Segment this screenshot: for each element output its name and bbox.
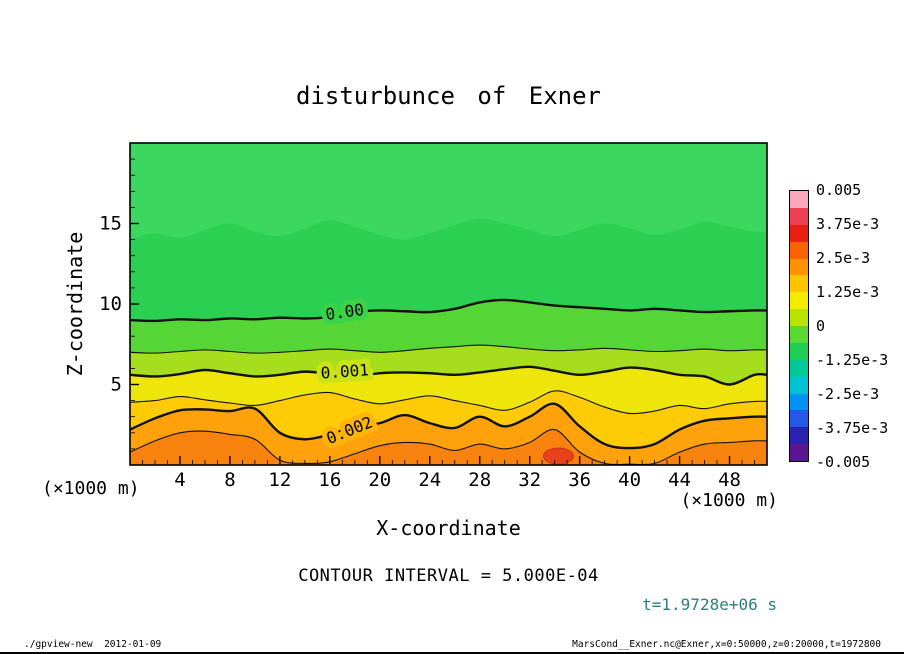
colorbar: 0.005 3.75e-3 2.5e-3 1.25e-3 0 -1.25e-3 -2.5e-… xyxy=(789,181,904,471)
colorbar-label: 0.005 xyxy=(816,181,862,199)
colorbar-segment xyxy=(790,427,808,445)
x-tick-label: 8 xyxy=(224,469,235,491)
x-tick-label: 40 xyxy=(618,469,641,491)
x-tick-label: 12 xyxy=(268,469,291,491)
colorbar-label: -1.25e-3 xyxy=(816,351,889,369)
colorbar-segment xyxy=(790,207,808,225)
colorbar-segment xyxy=(790,410,808,428)
contour-line-0.0025 xyxy=(130,428,767,465)
colorbar-segment xyxy=(790,258,808,276)
contour-line-0.001 xyxy=(130,365,767,386)
contour-line-0.0005 xyxy=(130,344,767,354)
contour-value-label: 0.001 xyxy=(320,360,369,382)
colorbar-label: 2.5e-3 xyxy=(816,249,871,267)
colorbar-segment xyxy=(790,376,808,394)
contour-line-0 xyxy=(130,298,767,323)
contour-band-fill xyxy=(130,403,767,465)
colorbar-segment xyxy=(790,342,808,360)
plot-title: disturbunce of Exner xyxy=(296,82,601,110)
contour-line-0.002 xyxy=(130,402,767,450)
z-axis-unit: (×1000 m) xyxy=(42,478,140,499)
contour-interval-text: CONTOUR INTERVAL = 5.000E-04 xyxy=(298,566,599,586)
plot-frame xyxy=(129,142,768,466)
x-tick-label: 4 xyxy=(174,469,185,491)
colorbar-segment xyxy=(790,275,808,293)
x-axis-label: X-coordinate xyxy=(376,516,521,540)
colorbar-label: 3.75e-3 xyxy=(816,215,880,233)
contour-line-0.0015 xyxy=(130,390,767,415)
x-tick-label: 16 xyxy=(318,469,341,491)
colorbar-segment xyxy=(790,309,808,326)
z-tick-label: 15 xyxy=(99,213,122,235)
footer-file-info: MarsCond__Exner.nc@Exner,x=0:50000,z=0:2… xyxy=(572,639,881,650)
colorbar-label: -2.5e-3 xyxy=(816,385,880,403)
z-tick-label: 10 xyxy=(99,293,122,315)
x-axis-unit: (×1000 m) xyxy=(680,490,778,511)
colorbar-segment xyxy=(790,241,808,259)
colorbar-segment xyxy=(790,191,808,208)
colorbar-segment xyxy=(790,393,808,411)
hot-spot xyxy=(542,447,574,465)
x-tick-label: 24 xyxy=(418,469,441,491)
x-tick-label: 28 xyxy=(468,469,491,491)
time-label: t=1.9728e+06 s xyxy=(642,595,777,614)
x-tick-label: 32 xyxy=(518,469,541,491)
colorbar-label: -0.005 xyxy=(816,453,871,471)
x-tick-label: 36 xyxy=(568,469,591,491)
colorbar-label: -3.75e-3 xyxy=(816,419,889,437)
z-tick-label: 5 xyxy=(111,374,122,396)
contour-band-fill xyxy=(130,429,767,465)
colorbar-label: 0 xyxy=(816,317,826,335)
colorbar-segment xyxy=(790,359,808,377)
footer-command-text: ./gpview-new 2012-01-09 xyxy=(24,639,162,650)
colorbar-label: 1.25e-3 xyxy=(816,283,880,301)
colorbar-segment xyxy=(790,444,808,461)
x-tick-label: 20 xyxy=(368,469,391,491)
colorbar-segment xyxy=(790,326,808,343)
colorbar-gradient xyxy=(789,190,809,462)
colorbar-segment xyxy=(790,292,808,310)
x-tick-label: 44 xyxy=(668,469,691,491)
x-tick-label: 48 xyxy=(718,469,741,491)
colorbar-segment xyxy=(790,224,808,242)
negative-anomaly-patch xyxy=(130,143,767,240)
